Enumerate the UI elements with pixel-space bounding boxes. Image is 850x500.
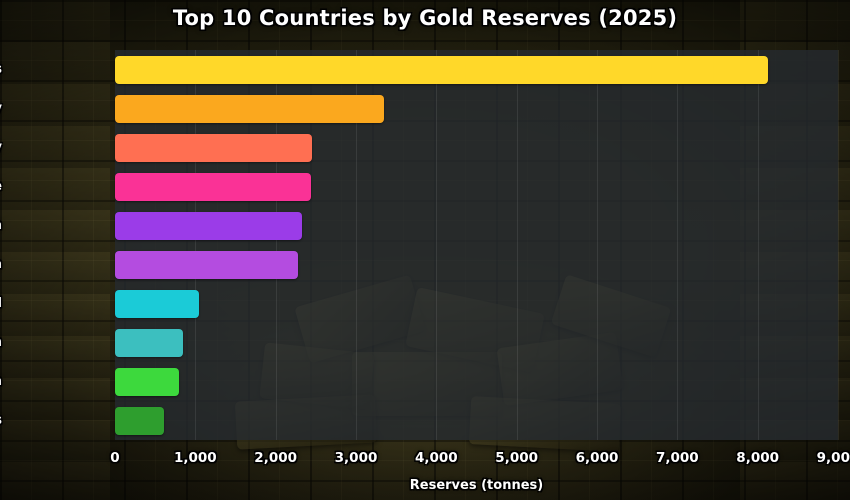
bar-germany[interactable] xyxy=(115,94,385,123)
y-axis-label-france: France xyxy=(0,178,2,194)
bar-italy[interactable] xyxy=(115,133,312,162)
bar-japan[interactable] xyxy=(115,328,183,357)
x-tick-label: 9,000 xyxy=(816,450,850,466)
chart-title: Top 10 Countries by Gold Reserves (2025) xyxy=(172,6,678,30)
gridline xyxy=(757,50,759,440)
bar-row xyxy=(115,55,838,84)
bar-russia[interactable] xyxy=(115,211,303,240)
gridline xyxy=(677,50,679,440)
x-tick-label: 5,000 xyxy=(495,450,539,466)
y-axis-label-india: India xyxy=(0,373,2,389)
bar-switzerland[interactable] xyxy=(115,289,199,318)
bar-row xyxy=(115,289,838,318)
gridline xyxy=(436,50,438,440)
y-axis-label-germany: Germany xyxy=(0,100,2,116)
x-tick-label: 3,000 xyxy=(334,450,378,466)
y-axis-label-japan: Japan xyxy=(0,334,2,350)
bar-netherlands[interactable] xyxy=(115,406,165,435)
gridline xyxy=(516,50,518,440)
y-axis-label-china: China xyxy=(0,256,2,272)
gridline xyxy=(275,50,277,440)
bar-france[interactable] xyxy=(115,172,311,201)
gridline xyxy=(195,50,197,440)
y-axis-label-russia: Russia xyxy=(0,217,2,233)
bar-united-states[interactable] xyxy=(115,55,769,84)
bar-row xyxy=(115,94,838,123)
bar-row xyxy=(115,211,838,240)
bars-layer: United States Germany Italy France Russia Chi… xyxy=(0,50,850,440)
bar-row xyxy=(115,250,838,279)
y-axis-label-united-states: United States xyxy=(0,61,2,77)
x-tick-label: 4,000 xyxy=(414,450,458,466)
bar-india[interactable] xyxy=(115,367,180,396)
bar-row xyxy=(115,367,838,396)
gridline xyxy=(838,50,839,440)
bar-row xyxy=(115,172,838,201)
bar-row xyxy=(115,328,838,357)
bar-china[interactable] xyxy=(115,250,299,279)
x-tick-label: 8,000 xyxy=(736,450,780,466)
x-tick-label: 1,000 xyxy=(173,450,217,466)
x-tick-label: 2,000 xyxy=(254,450,298,466)
y-axis-label-switzerland: Switzerland xyxy=(0,295,2,311)
gridline xyxy=(597,50,598,440)
x-axis-title: Reserves (tonnes) xyxy=(409,478,544,493)
x-tick-label: 7,000 xyxy=(655,450,699,466)
y-axis-label-italy: Italy xyxy=(0,139,2,155)
bar-row xyxy=(115,133,838,162)
y-axis-label-netherlands: Netherlands xyxy=(0,412,2,428)
gridline xyxy=(356,50,357,440)
x-tick-label: 0 xyxy=(110,450,120,466)
x-tick-label: 6,000 xyxy=(575,450,619,466)
bar-row xyxy=(115,406,838,435)
